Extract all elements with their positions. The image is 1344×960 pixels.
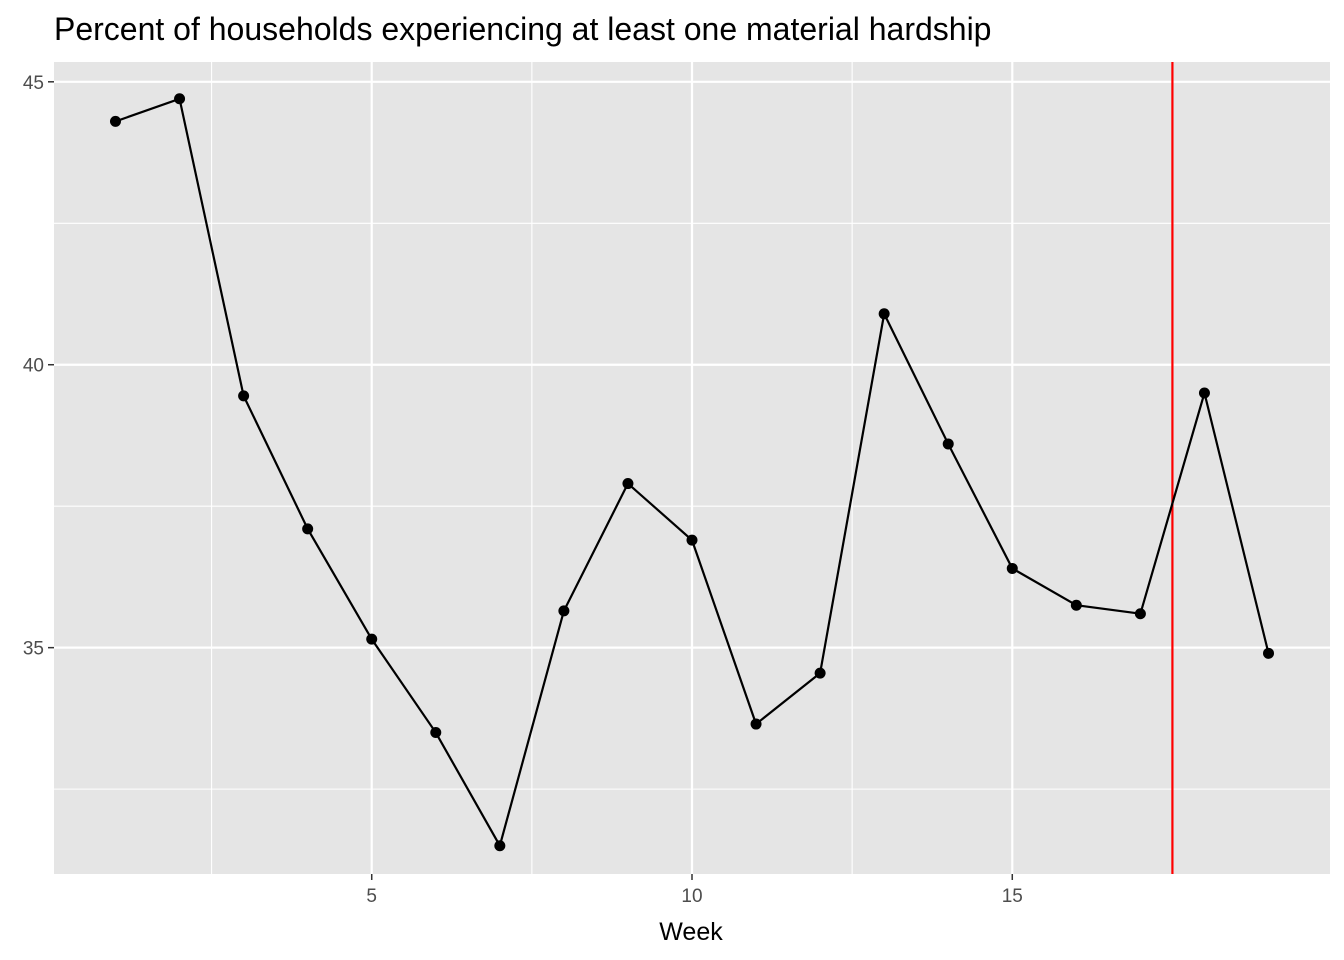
data-point-week-13 xyxy=(878,308,890,320)
data-points xyxy=(109,93,1275,852)
data-point-week-18 xyxy=(1198,387,1210,399)
data-point-week-11 xyxy=(750,718,762,730)
data-point-week-8 xyxy=(558,605,570,617)
data-point-week-10 xyxy=(686,534,698,546)
x-tick-label: 15 xyxy=(1002,886,1023,907)
data-point-week-7 xyxy=(494,840,506,852)
data-point-week-17 xyxy=(1134,608,1146,620)
data-point-week-1 xyxy=(109,115,121,127)
data-point-week-15 xyxy=(1006,562,1018,574)
chart-title: Percent of households experiencing at le… xyxy=(54,11,991,47)
y-tick-label: 40 xyxy=(23,356,44,377)
y-tick-label: 45 xyxy=(23,73,44,94)
data-point-week-2 xyxy=(174,93,186,105)
data-point-week-19 xyxy=(1263,647,1275,659)
x-tick-label: 10 xyxy=(681,886,702,907)
data-point-week-9 xyxy=(622,478,634,490)
data-point-week-3 xyxy=(238,390,250,402)
y-axis: 35 40 45 xyxy=(23,73,54,660)
x-axis-title: Week xyxy=(659,918,723,946)
data-point-week-12 xyxy=(814,667,826,679)
x-tick-label: 5 xyxy=(366,886,377,907)
x-axis: 5 10 15 xyxy=(366,874,1023,907)
major-gridlines xyxy=(54,62,1330,874)
data-point-week-6 xyxy=(430,727,442,739)
y-tick-label: 35 xyxy=(23,639,44,660)
data-point-week-4 xyxy=(302,523,314,535)
data-point-week-14 xyxy=(942,438,954,450)
data-point-week-16 xyxy=(1070,599,1082,611)
data-point-week-5 xyxy=(366,633,378,645)
